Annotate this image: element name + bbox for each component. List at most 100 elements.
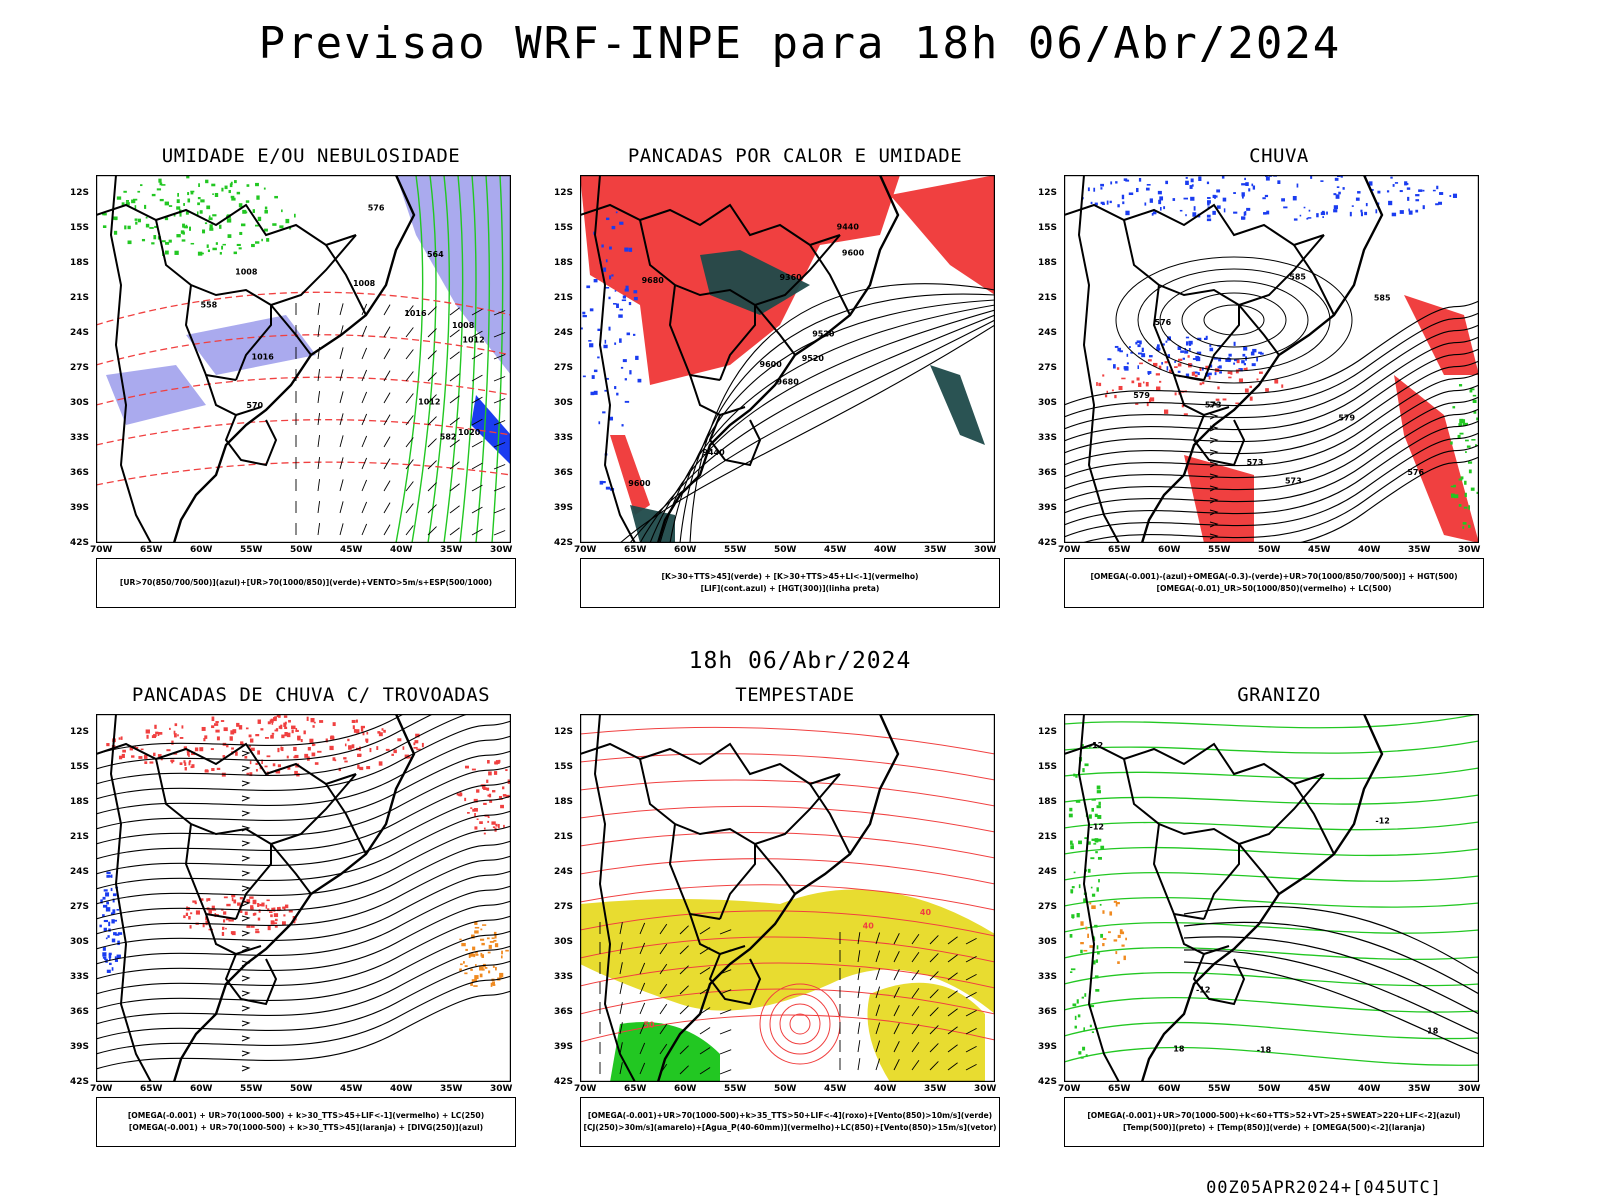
wind850-vector bbox=[947, 972, 958, 981]
country-border bbox=[580, 203, 841, 247]
rain-cell-blue bbox=[1241, 216, 1245, 220]
country-border bbox=[593, 175, 636, 543]
humidity-cell-green bbox=[164, 250, 169, 255]
wind850-vector bbox=[619, 962, 623, 975]
divergence-cell-blue bbox=[116, 908, 120, 911]
thunder-cell-orange bbox=[475, 964, 477, 966]
thunder-cell-red bbox=[183, 915, 186, 919]
temp850-cell-green bbox=[1097, 856, 1102, 860]
longitude-tick-label: 50W bbox=[774, 1084, 797, 1094]
rain-cell-blue bbox=[1365, 202, 1368, 207]
wind850-vector bbox=[929, 953, 939, 963]
rain-cell-red bbox=[1183, 413, 1188, 416]
wind-vector bbox=[427, 372, 437, 382]
temp850-cell-green bbox=[1075, 774, 1078, 778]
temp850-cell-green bbox=[1096, 887, 1099, 892]
rain-cell-red bbox=[1174, 392, 1177, 396]
contour-label: 573 bbox=[1205, 401, 1222, 410]
panel-title: PANCADAS DE CHUVA C/ TROVOADAS bbox=[131, 684, 491, 706]
humidity-cell-green bbox=[176, 234, 181, 238]
rain-cell-blue bbox=[1296, 183, 1299, 188]
rain-cell-blue bbox=[1179, 209, 1183, 212]
wind850-vector bbox=[679, 985, 689, 995]
wind850-vector bbox=[911, 1023, 920, 1035]
temp850-cell-green bbox=[1090, 857, 1095, 860]
rain-cell-red bbox=[1116, 367, 1120, 370]
thunder-cell-red bbox=[470, 807, 473, 809]
latitude-tick-label: 24S bbox=[554, 328, 574, 338]
wind850-vector bbox=[679, 1065, 689, 1075]
latitude-tick-label: 27S bbox=[70, 902, 90, 912]
humidity-cell-green bbox=[187, 192, 190, 196]
temp850-cell-green bbox=[1072, 917, 1074, 919]
temp850-cell-green bbox=[1087, 841, 1091, 845]
rain-cell-red bbox=[1256, 378, 1259, 381]
thunder-cell-orange bbox=[472, 946, 476, 951]
thunder-cell-red bbox=[194, 901, 197, 905]
omega500-cell-orange bbox=[1102, 943, 1105, 947]
wind850-vector bbox=[929, 935, 939, 945]
lifted-index-contour-blue bbox=[624, 400, 630, 403]
humidity-cell-green bbox=[205, 179, 209, 184]
streamline bbox=[96, 750, 511, 830]
rain-cell-green bbox=[1452, 406, 1456, 409]
wind-vector bbox=[339, 523, 344, 536]
thunder-cell-red bbox=[271, 732, 275, 735]
rain-cell-blue bbox=[1208, 372, 1212, 376]
humidity-cell-green bbox=[137, 190, 141, 193]
rain-cell-red bbox=[1265, 388, 1269, 392]
thunder-cell-red bbox=[216, 736, 220, 741]
map-legend: [OMEGA(-0.001) + UR>70(1000-500) + k>30_… bbox=[96, 1097, 516, 1147]
wind-vector bbox=[427, 328, 437, 338]
country-border bbox=[96, 203, 357, 247]
humidity-cell-green bbox=[289, 227, 292, 230]
rain-cell-blue bbox=[1351, 205, 1354, 207]
thunder-cell-red bbox=[280, 724, 283, 730]
humidity-cell-green bbox=[208, 215, 211, 218]
longitude-tick-label: 60W bbox=[1158, 545, 1181, 555]
streamline bbox=[96, 714, 434, 770]
streamline bbox=[1064, 384, 1479, 490]
humidity-cell-green bbox=[113, 230, 118, 235]
rain-cell-blue bbox=[1193, 371, 1198, 374]
wind850-vector bbox=[893, 1059, 900, 1071]
wind850-vector bbox=[679, 965, 689, 975]
thunder-cell-red bbox=[307, 746, 311, 751]
thunder-cell-red bbox=[151, 735, 157, 739]
thunder-cell-red bbox=[231, 919, 234, 922]
rain-cell-blue bbox=[1122, 201, 1125, 205]
humidity-cell-green bbox=[202, 229, 206, 234]
map-area: -12 -18 -12 -12 -12 18 18 12S 15S 18S 21S 24S 27S 30S… bbox=[1038, 714, 1494, 1094]
thunder-cell-red bbox=[272, 763, 276, 767]
humidity-cell-green bbox=[189, 226, 191, 231]
humidity-cell-green bbox=[179, 212, 182, 217]
omega500-cell-orange bbox=[1087, 933, 1089, 938]
omega500-cell-orange bbox=[1113, 939, 1118, 942]
humidity-cell-green bbox=[144, 204, 147, 209]
rain-cell-blue bbox=[1386, 190, 1390, 193]
wind850-vector bbox=[947, 990, 958, 999]
humidity-cell-green bbox=[183, 203, 185, 206]
thunder-cell-red bbox=[492, 790, 496, 793]
thunder-cell-red bbox=[334, 759, 337, 762]
precipitable-water-contour-red bbox=[580, 726, 995, 755]
rain-cell-green bbox=[1472, 399, 1477, 404]
wind-vector bbox=[427, 460, 437, 470]
divergence-cell-blue bbox=[117, 940, 120, 946]
humidity-cell-green bbox=[242, 209, 247, 214]
thunder-cell-red bbox=[118, 737, 121, 740]
humidity-cell-green bbox=[209, 227, 214, 231]
omega500-cell-orange bbox=[1102, 938, 1107, 940]
wind-vector bbox=[493, 354, 506, 360]
country-border bbox=[1203, 773, 1325, 920]
rain-cell-blue bbox=[1233, 211, 1238, 214]
wind-vector bbox=[339, 413, 344, 426]
latitude-tick-label: 33S bbox=[554, 433, 574, 443]
humidity-cell-green bbox=[279, 225, 284, 229]
temp850-cell-green bbox=[1095, 989, 1100, 992]
thunder-cell-red bbox=[347, 738, 350, 742]
latitude-tick-label: 42S bbox=[1038, 538, 1058, 548]
rain-cell-blue bbox=[1161, 362, 1164, 365]
contour-label: 1012 bbox=[462, 336, 484, 345]
rain-cell-blue bbox=[1139, 340, 1142, 345]
